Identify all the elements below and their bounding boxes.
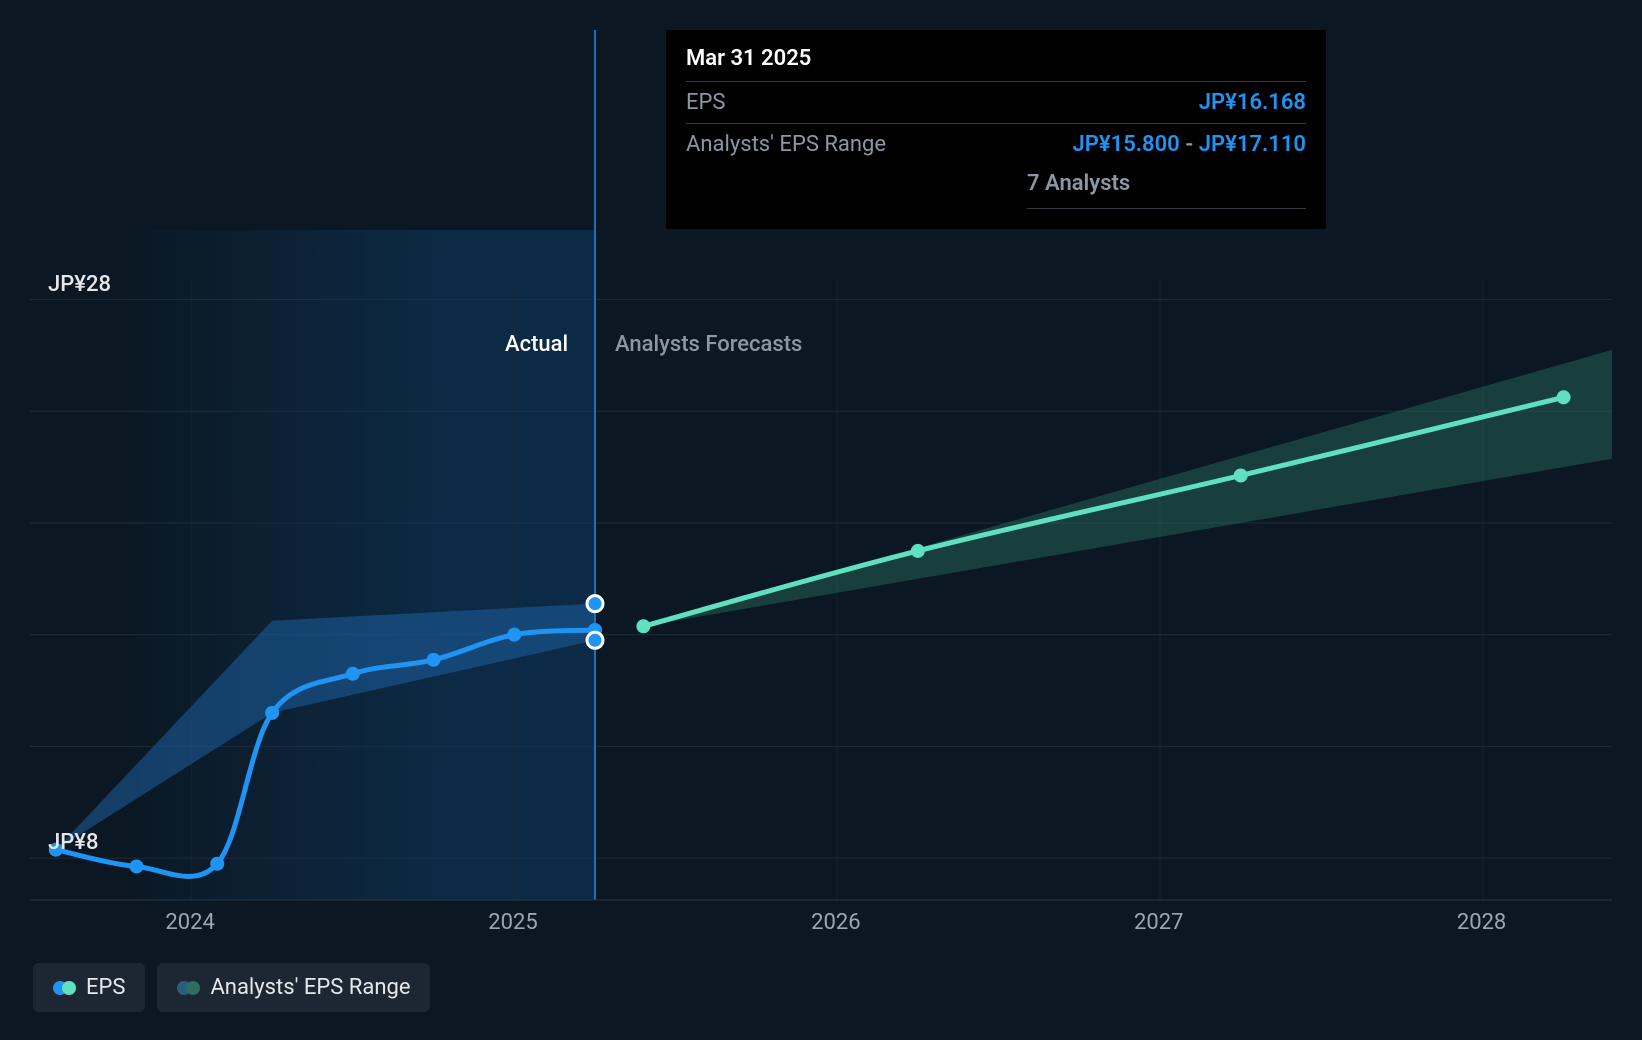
tooltip-range-value: JP¥15.800 - JP¥17.110 (1073, 132, 1306, 157)
y-axis-label: JP¥28 (48, 272, 111, 297)
legend-item-eps[interactable]: EPS (33, 963, 145, 1012)
x-axis-label: 2026 (811, 910, 860, 935)
section-label-forecast: Analysts Forecasts (615, 332, 802, 357)
tooltip-range-label: Analysts' EPS Range (686, 132, 886, 157)
legend: EPS Analysts' EPS Range (33, 963, 430, 1012)
x-axis-label: 2027 (1134, 910, 1183, 935)
legend-label: Analysts' EPS Range (210, 975, 410, 1000)
section-label-actual: Actual (505, 332, 568, 357)
legend-dot (62, 981, 76, 995)
eps-chart: JP¥28 JP¥8 2024 2025 2026 2027 2028 Actual An… (0, 0, 1642, 1040)
legend-label: EPS (86, 975, 125, 1000)
tooltip-eps-value: JP¥16.168 (1199, 90, 1306, 115)
legend-swatch (53, 981, 76, 995)
y-axis-label: JP¥8 (48, 830, 98, 855)
tooltip-date: Mar 31 2025 (686, 46, 1306, 82)
chart-tooltip: Mar 31 2025 EPS JP¥16.168 Analysts' EPS … (666, 30, 1326, 229)
x-axis-label: 2025 (488, 910, 537, 935)
tooltip-eps-label: EPS (686, 90, 725, 115)
x-axis-label: 2024 (165, 910, 214, 935)
tooltip-analyst-count: 7 Analysts (1027, 165, 1306, 209)
legend-item-range[interactable]: Analysts' EPS Range (157, 963, 430, 1012)
legend-swatch (177, 981, 200, 995)
x-axis-label: 2028 (1457, 910, 1506, 935)
legend-dot (186, 981, 200, 995)
